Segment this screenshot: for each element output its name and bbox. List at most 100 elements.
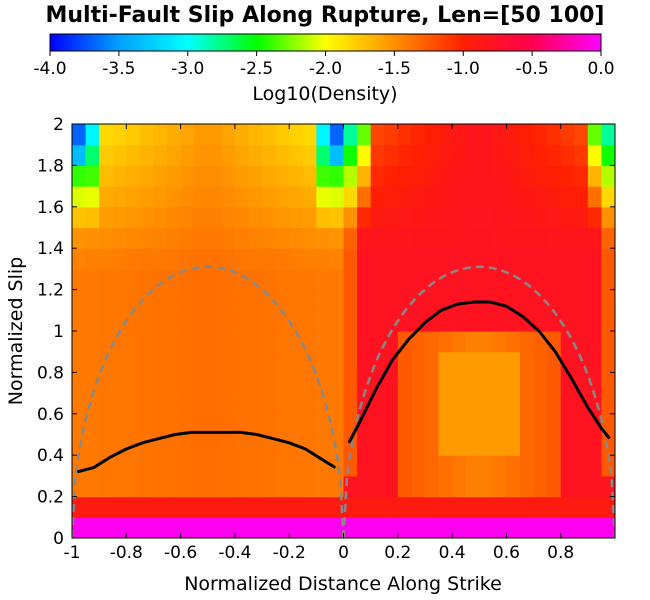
heatmap-cell [397, 310, 412, 332]
heatmap-cell [587, 248, 603, 270]
heatmap-cell [167, 517, 182, 538]
heatmap-cell [533, 393, 548, 415]
heatmap-cell [85, 455, 100, 477]
heatmap-cell [180, 331, 195, 353]
heatmap-cell [234, 331, 250, 353]
heatmap-cell [289, 372, 304, 394]
heatmap-cell [262, 144, 277, 166]
heatmap-cell [560, 455, 575, 477]
heatmap-cell [343, 165, 358, 187]
heatmap-cell [479, 475, 494, 498]
heatmap-cell [153, 289, 168, 311]
heatmap-cell [85, 517, 100, 538]
heatmap-cell [384, 496, 399, 518]
heatmap-cell [289, 310, 304, 332]
heatmap-cell [492, 331, 507, 353]
heatmap-cell [370, 124, 385, 146]
heatmap-cell [587, 268, 603, 291]
heatmap-cell [384, 124, 399, 146]
heatmap-cell [492, 186, 507, 208]
heatmap-cell [72, 124, 87, 146]
heatmap-cell [519, 496, 535, 518]
heatmap-cell [72, 268, 87, 291]
heatmap-cell [139, 227, 155, 249]
heatmap-cell [492, 351, 507, 373]
heatmap-cell [112, 289, 127, 311]
y-tick-label: 1.6 [37, 198, 64, 218]
heatmap-cell [601, 165, 615, 187]
heatmap-cell [329, 517, 345, 538]
heatmap-cell [72, 186, 87, 208]
heatmap-cell [452, 393, 467, 415]
heatmap-cell [248, 393, 263, 415]
heatmap-cell [153, 496, 168, 518]
heatmap-cell [139, 165, 155, 187]
heatmap-cell [302, 393, 317, 415]
heatmap-cell [329, 206, 345, 229]
heatmap-cell [275, 496, 290, 518]
heatmap-cell [275, 517, 290, 538]
heatmap-cell [370, 455, 385, 477]
heatmap-cell [180, 186, 195, 208]
heatmap-cell [411, 434, 426, 456]
heatmap-cell [262, 289, 277, 311]
axis-ticks: -1 -0.8 -0.6 -0.4 -0.2 0 0.2 0.4 0.6 0.8 0 0.2 0.4 0.… [37, 115, 615, 563]
x-tick-label: 0.2 [384, 543, 411, 563]
heatmap-cell [289, 475, 304, 498]
heatmap-cell [601, 351, 615, 373]
heatmap-cell [519, 517, 535, 538]
heatmap-cell [465, 413, 480, 436]
heatmap-cell [533, 351, 548, 373]
heatmap-cell [126, 289, 141, 311]
heatmap-cell [85, 372, 100, 394]
heatmap-cell [465, 434, 480, 456]
heatmap-cell [533, 268, 548, 291]
heatmap-cell [370, 331, 385, 353]
heatmap-cell [316, 144, 331, 166]
heatmap-cell [221, 289, 236, 311]
heatmap-cell [85, 165, 100, 187]
heatmap-cell [560, 124, 575, 146]
heatmap-cell [85, 268, 100, 291]
heatmap-cell [289, 455, 304, 477]
heatmap-cell [153, 227, 168, 249]
heatmap-cell [194, 517, 209, 538]
heatmap-cell [452, 310, 467, 332]
heatmap-cell [329, 372, 345, 394]
colorbar-tick-label: -1.0 [447, 59, 480, 79]
y-tick-label: 0 [53, 529, 64, 549]
heatmap-cell [343, 124, 358, 146]
heatmap-cell [465, 248, 480, 270]
heatmap-cell [180, 455, 195, 477]
heatmap-cell [519, 351, 535, 373]
heatmap-cell [479, 331, 494, 353]
heatmap-cell [370, 144, 385, 166]
heatmap-cell [547, 124, 562, 146]
heatmap-cell [519, 413, 535, 436]
heatmap-cell [479, 227, 494, 249]
heatmap-cell [167, 455, 182, 477]
heatmap-cell [329, 124, 345, 146]
heatmap-cell [72, 393, 87, 415]
heatmap-cell [560, 310, 575, 332]
heatmap-cell [207, 310, 222, 332]
heatmap-cell [85, 124, 100, 146]
heatmap-cell [424, 206, 440, 229]
heatmap-cell [275, 310, 290, 332]
heatmap-cell [601, 268, 615, 291]
heatmap-cell [112, 372, 127, 394]
heatmap-cell [574, 124, 589, 146]
heatmap-cell [343, 372, 358, 394]
heatmap-cell [357, 206, 372, 229]
heatmap-cell [180, 496, 195, 518]
heatmap-cell [492, 475, 507, 498]
heatmap-cell [397, 517, 412, 538]
heatmap-cell [153, 186, 168, 208]
y-tick-label: 0.6 [37, 405, 64, 425]
heatmap-cell [234, 165, 250, 187]
heatmap-cell [438, 434, 453, 456]
heatmap-cell [438, 475, 453, 498]
heatmap-cell [316, 124, 331, 146]
heatmap-cell [465, 475, 480, 498]
heatmap-cell [506, 144, 521, 166]
